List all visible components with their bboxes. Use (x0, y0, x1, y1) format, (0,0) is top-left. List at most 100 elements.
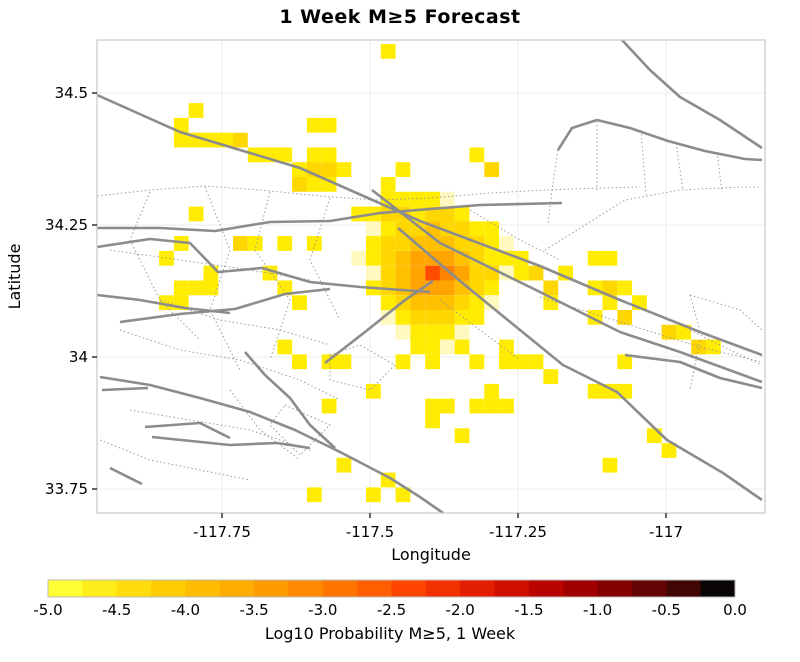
fault-line-dotted (329, 344, 396, 391)
fault-line (371, 188, 763, 384)
fault-line (624, 353, 763, 390)
heatmap-cell (351, 206, 367, 222)
heatmap-cell (706, 339, 721, 355)
heatmap-cell (439, 265, 455, 281)
heatmap-cell (587, 383, 603, 399)
heatmap-cell (410, 339, 426, 355)
heatmap-cell (395, 191, 411, 207)
heatmap-cell (173, 117, 189, 133)
heatmap-cell (321, 117, 337, 133)
y-tick-label: 34.25 (45, 216, 88, 234)
heatmap-cell (306, 236, 322, 251)
heatmap-cell (499, 398, 514, 414)
heatmap-cell (587, 250, 603, 266)
heatmap-cell (661, 324, 677, 340)
colorbar-segment (597, 580, 633, 597)
y-tick-label: 34.5 (55, 84, 88, 102)
heatmap-cell (395, 162, 411, 177)
fault-line (96, 93, 763, 357)
colorbar-segment (322, 580, 358, 597)
heatmap-cell (366, 250, 381, 266)
heatmap-cell (439, 280, 455, 296)
heatmap-cell (676, 324, 692, 340)
heatmap-cell (366, 236, 381, 251)
fault-line-dotted (689, 294, 701, 331)
x-axis-label: Longitude (391, 545, 471, 564)
heatmap-cell (484, 162, 500, 177)
heatmap-cell (380, 250, 396, 266)
colorbar-tick-label: 0.0 (723, 601, 747, 619)
heatmap-cell (188, 103, 204, 118)
heatmap-cell (306, 487, 322, 503)
colorbar-segment (357, 580, 392, 597)
fault-line (144, 421, 231, 440)
heatmap-cell (321, 147, 337, 163)
heatmap-cell (380, 295, 396, 311)
heatmap-cell (499, 339, 514, 355)
heatmap-cell (454, 206, 470, 222)
heatmap-cell (528, 265, 544, 281)
heatmap-cell (499, 354, 514, 370)
heatmap-cell (425, 265, 440, 281)
fault-line-dotted (689, 329, 763, 366)
heatmap-cell (188, 280, 204, 296)
colorbar-segment (116, 580, 152, 597)
heatmap-cell (439, 324, 455, 340)
heatmap-cell (277, 147, 293, 163)
heatmap-cell (395, 324, 411, 340)
heatmap-cell (410, 295, 426, 311)
y-axis-label: Latitude (5, 244, 24, 310)
heatmap-cell (543, 369, 559, 384)
fault-line (96, 293, 231, 315)
heatmap-cell (484, 383, 500, 399)
colorbar: -5.0 -4.5 -4.0 -3.5 -3.0 -2.5 -2.0 -1.5 -1.0 -0.5… (33, 579, 747, 619)
colorbar-segment (48, 580, 83, 597)
fault-line (621, 39, 763, 150)
heatmap-cell (321, 177, 337, 192)
heatmap-cell (277, 339, 293, 355)
fault-line-dotted (119, 329, 341, 401)
heatmap-cell (439, 339, 455, 355)
fault-line (101, 386, 149, 392)
heatmap-cell (439, 206, 455, 222)
heatmap-cell (410, 250, 426, 266)
heatmap-cell (439, 250, 455, 266)
fault-line-dotted (689, 339, 701, 391)
heatmap-cell (469, 265, 485, 281)
heatmap-cell (528, 354, 544, 370)
forecast-map-plot: -117.75 -117.5 -117.25 -117 34.5 34.25 34 33.75… (5, 39, 766, 564)
fault-line (151, 435, 311, 450)
heatmap-cell (425, 295, 440, 311)
colorbar-tick-label: -2.5 (377, 601, 406, 619)
heatmap-cell (366, 265, 381, 281)
heatmap-cell (439, 398, 455, 414)
heatmap-cell (380, 177, 396, 192)
heatmap-cell (469, 280, 485, 296)
fault-line-dotted (309, 197, 341, 321)
heatmap-cell (499, 236, 514, 251)
heatmap-cell (439, 191, 455, 207)
heatmap-cell (247, 236, 263, 251)
colorbar-segment (700, 580, 736, 597)
heatmap-cell (395, 221, 411, 237)
plot-border (96, 39, 766, 514)
fault-line (96, 237, 431, 294)
colorbar-tick-label: -4.5 (102, 601, 131, 619)
fault-line-dotted (547, 149, 559, 226)
colorbar-segment (460, 580, 496, 597)
heatmap-cell (484, 280, 500, 296)
heatmap-cell (513, 265, 529, 281)
heatmap-cell (410, 265, 426, 281)
heatmap-cell (469, 310, 485, 325)
fault-line-dotted (129, 409, 311, 451)
fault-line-dotted (229, 389, 301, 461)
heatmap-cell (425, 310, 440, 325)
heatmap-cell (543, 280, 559, 296)
heatmap-cell (173, 236, 189, 251)
heatmap-cell (336, 162, 352, 177)
heatmap-cell (454, 236, 470, 251)
heatmap-cell (292, 354, 307, 370)
colorbar-segment (494, 580, 530, 597)
heatmap-cell (380, 44, 396, 59)
colorbar-tick-label: -4.0 (171, 601, 200, 619)
